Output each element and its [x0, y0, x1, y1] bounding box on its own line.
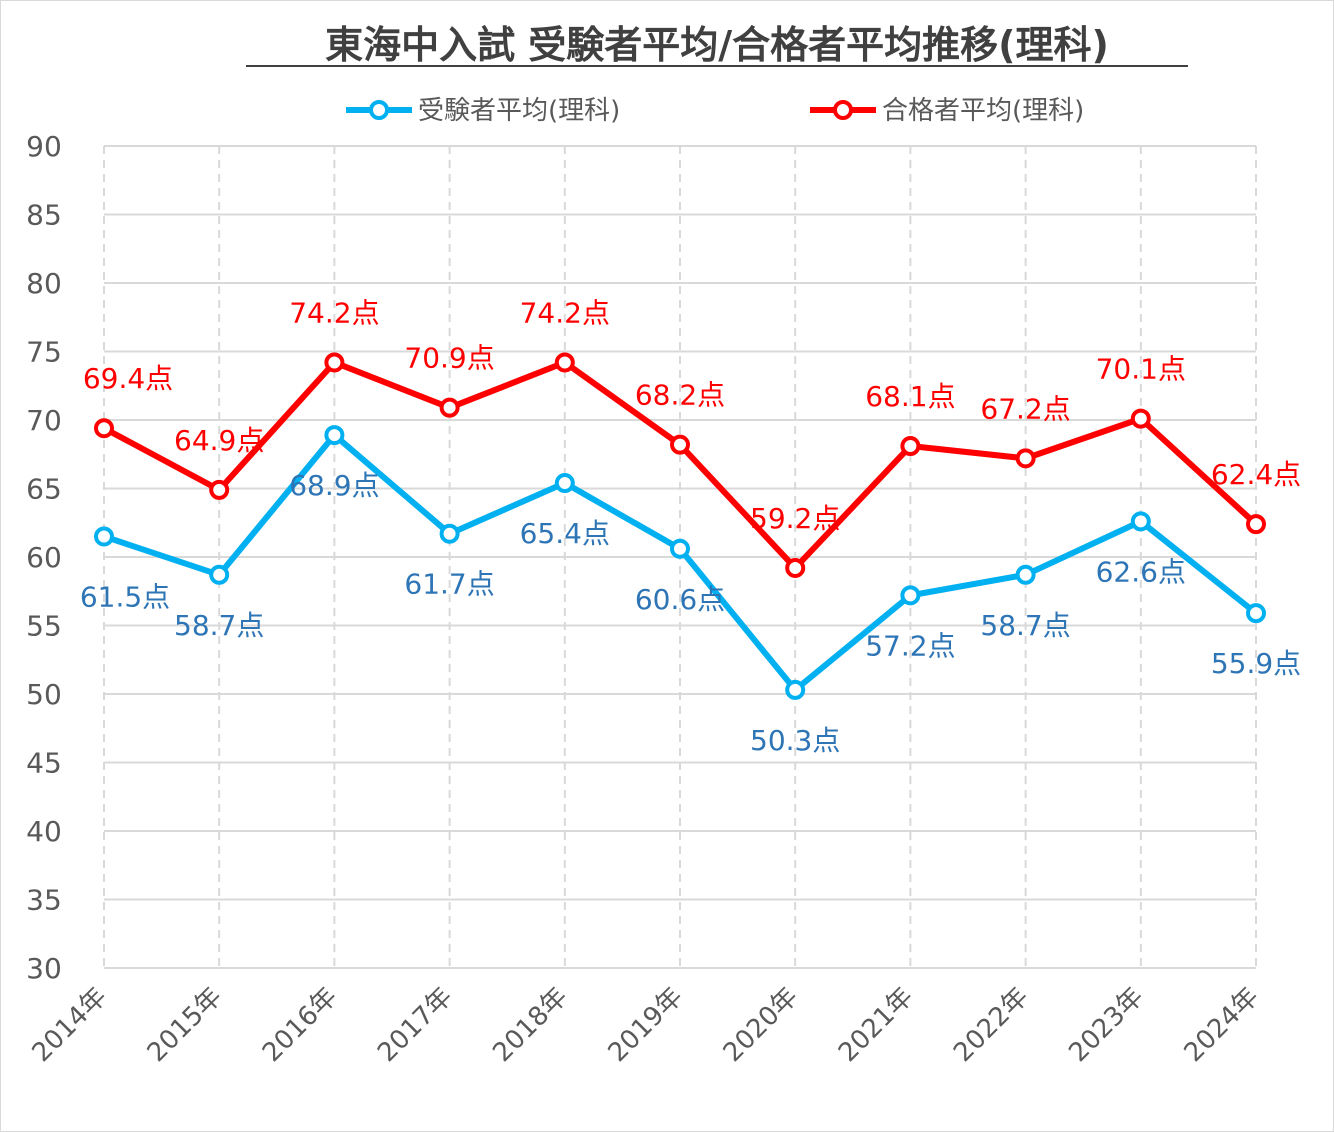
data-point: [439, 397, 460, 418]
data-label: 74.2点: [520, 296, 610, 329]
data-point: [1130, 408, 1151, 429]
data-label: 61.5点: [80, 580, 170, 613]
data-labels: 61.5点58.7点68.9点61.7点65.4点60.6点50.3点57.2点…: [80, 296, 1301, 756]
gridlines: [103, 145, 1257, 969]
data-point: [324, 352, 345, 373]
data-label: 50.3点: [750, 724, 840, 757]
data-point: [785, 679, 806, 700]
y-tick-label: 55: [26, 610, 62, 643]
data-point: [554, 473, 575, 494]
x-tick-label: 2016年: [257, 982, 343, 1068]
data-label: 70.9点: [404, 342, 494, 375]
data-point: [209, 564, 230, 585]
data-label: 62.6点: [1096, 555, 1186, 588]
chart-title: 東海中入試 受験者平均/合格者平均推移(理科): [325, 23, 1109, 67]
data-label: 64.9点: [174, 424, 264, 457]
data-label: 68.2点: [635, 379, 725, 412]
x-tick-label: 2020年: [718, 982, 804, 1068]
legend-marker: [833, 100, 853, 120]
data-point: [324, 425, 345, 446]
data-label: 60.6点: [635, 583, 725, 616]
series-group: [94, 352, 1266, 700]
y-tick-label: 75: [26, 336, 62, 369]
x-tick-label: 2024年: [1179, 982, 1265, 1068]
data-label: 70.1点: [1096, 353, 1186, 386]
data-point: [1246, 603, 1266, 624]
data-label: 57.2点: [865, 629, 955, 662]
data-label: 61.7点: [404, 568, 494, 601]
x-tick-label: 2019年: [603, 982, 689, 1068]
data-label: 59.2点: [750, 502, 840, 535]
data-point: [1130, 511, 1151, 532]
data-point: [900, 436, 921, 457]
y-tick-label: 40: [26, 815, 62, 848]
data-point: [785, 557, 806, 578]
data-label: 68.1点: [865, 380, 955, 413]
data-label: 58.7点: [980, 609, 1070, 642]
y-tick-label: 85: [26, 199, 62, 232]
x-tick-label: 2023年: [1063, 982, 1149, 1068]
x-tick-label: 2014年: [27, 982, 113, 1068]
y-tick-label: 35: [26, 884, 62, 917]
data-point: [670, 434, 690, 455]
data-point: [439, 523, 460, 544]
data-point: [94, 526, 114, 547]
y-tick-label: 65: [26, 473, 62, 506]
data-point: [900, 585, 921, 606]
x-tick-label: 2018年: [487, 982, 573, 1068]
y-tick-label: 45: [26, 747, 62, 780]
data-point: [94, 418, 114, 439]
data-label: 62.4点: [1211, 458, 1301, 491]
x-tick-label: 2021年: [833, 982, 919, 1068]
data-label: 68.9点: [289, 469, 379, 502]
x-tick-label: 2017年: [372, 982, 458, 1068]
data-label: 58.7点: [174, 609, 264, 642]
data-label: 55.9点: [1211, 647, 1301, 680]
x-tick-label: 2022年: [948, 982, 1034, 1068]
data-point: [1246, 514, 1266, 535]
data-label: 69.4点: [83, 362, 173, 395]
legend-marker: [369, 100, 389, 120]
x-tick-label: 2015年: [142, 982, 228, 1068]
y-tick-label: 30: [26, 952, 62, 985]
data-point: [554, 352, 575, 373]
legend-label: 合格者平均(理科): [882, 96, 1084, 126]
data-label: 65.4点: [520, 517, 610, 550]
data-point: [1015, 448, 1036, 469]
y-tick-label: 60: [26, 541, 62, 574]
data-point: [1015, 564, 1036, 585]
y-tick-label: 90: [26, 130, 62, 163]
legend-label: 受験者平均(理科): [418, 96, 620, 126]
data-label: 67.2点: [980, 392, 1070, 425]
data-point: [670, 538, 690, 559]
y-tick-label: 80: [26, 267, 62, 300]
legend: 受験者平均(理科) 合格者平均(理科): [346, 96, 1084, 126]
y-tick-label: 50: [26, 678, 62, 711]
data-point: [209, 479, 230, 500]
data-label: 74.2点: [289, 296, 379, 329]
y-tick-label: 70: [26, 404, 62, 437]
